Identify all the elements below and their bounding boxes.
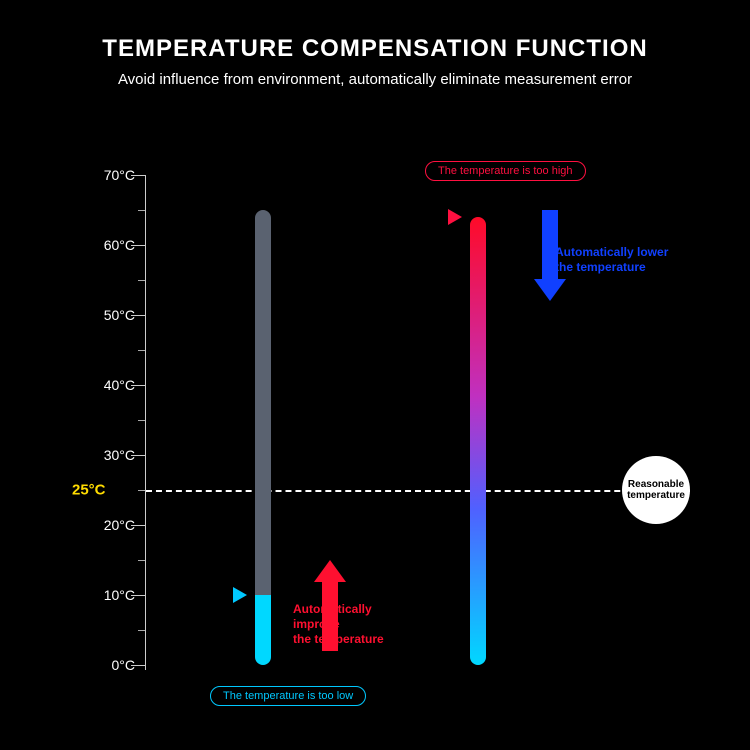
too-high-callout: The temperature is too high bbox=[425, 161, 586, 181]
tick-label: 70°C bbox=[75, 167, 135, 183]
y-axis-line bbox=[145, 175, 146, 670]
reference-line bbox=[146, 490, 690, 492]
tick-minor bbox=[138, 630, 145, 631]
improve-temp-label: Automaticallyimprovethe temperature bbox=[293, 602, 384, 647]
tick-minor bbox=[138, 560, 145, 561]
tick-label: 10°C bbox=[75, 587, 135, 603]
tick-label: 0°C bbox=[75, 657, 135, 673]
tick-label: 30°C bbox=[75, 447, 135, 463]
tick-minor bbox=[138, 280, 145, 281]
tick-minor bbox=[138, 350, 145, 351]
left-pointer-icon bbox=[233, 587, 247, 603]
right-thermometer-bar bbox=[470, 217, 486, 665]
too-low-callout: The temperature is too low bbox=[210, 686, 366, 706]
lower-temp-label: Automatically lowerthe temperature bbox=[555, 245, 668, 275]
reference-label: 25°C bbox=[72, 482, 106, 499]
right-pointer-icon bbox=[448, 209, 462, 225]
reasonable-temp-badge: Reasonabletemperature bbox=[622, 456, 690, 524]
tick-minor bbox=[138, 490, 145, 491]
subtitle: Avoid influence from environment, automa… bbox=[0, 71, 750, 88]
left-thermometer-bar bbox=[255, 210, 271, 665]
tick-label: 50°C bbox=[75, 307, 135, 323]
tick-label: 60°C bbox=[75, 237, 135, 253]
tick-minor bbox=[138, 210, 145, 211]
tick-label: 40°C bbox=[75, 377, 135, 393]
tick-label: 20°C bbox=[75, 517, 135, 533]
tick-minor bbox=[138, 420, 145, 421]
main-title: TEMPERATURE COMPENSATION FUNCTION bbox=[0, 35, 750, 63]
temperature-diagram: 0°C10°C20°C30°C40°C50°C60°C70°C25°CReaso… bbox=[0, 175, 750, 715]
